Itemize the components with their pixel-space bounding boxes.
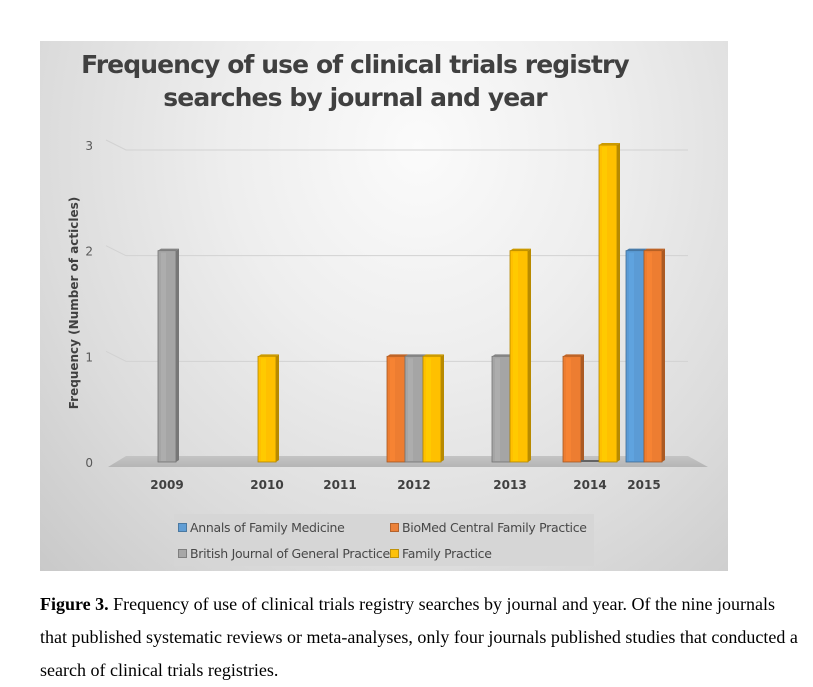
bar-biomed-central-family-practice-2015: [643, 248, 665, 463]
bar-british-journal-of-general-practice-2009: [157, 248, 179, 463]
bar-side: [176, 248, 179, 462]
x-tick-label: 2015: [627, 478, 660, 492]
bar-front: [491, 355, 511, 463]
y-tick-label: 1: [85, 350, 93, 364]
bar-side: [276, 354, 279, 462]
y-tick-label: 0: [85, 456, 93, 470]
bar-highlight: [390, 358, 395, 461]
legend-label: Annals of Family Medicine: [190, 520, 345, 535]
x-tick-label: 2010: [250, 478, 283, 492]
bar-top: [510, 248, 531, 251]
bar-highlight: [513, 252, 518, 461]
legend-swatch-bjgp: [178, 549, 187, 558]
bar-side: [617, 143, 620, 462]
bar-top: [644, 248, 665, 251]
bar-top: [423, 354, 444, 357]
bar-front: [386, 355, 406, 463]
legend-label: Family Practice: [402, 546, 492, 561]
legend-item-annals: Annals of Family Medicine: [178, 520, 345, 535]
legend: Annals of Family Medicine BioMed Central…: [174, 514, 594, 566]
bar-side: [581, 354, 584, 462]
bar-highlight: [408, 358, 413, 461]
bar-front: [581, 460, 599, 462]
x-tick-label: 2012: [397, 478, 430, 492]
bar-side: [441, 354, 444, 462]
bar-top: [158, 248, 179, 251]
bar-highlight: [161, 252, 166, 461]
bar-biomed-central-family-practice-2014: [562, 354, 584, 463]
bar-highlight: [602, 147, 607, 461]
bar-front: [257, 355, 277, 463]
bar-front: [598, 144, 618, 463]
bar-top: [387, 354, 408, 357]
bar-front: [157, 250, 177, 463]
bar-highlight: [647, 252, 652, 461]
bar-front: [404, 355, 424, 463]
bar-top: [492, 354, 513, 357]
x-tick-label: 2013: [493, 478, 526, 492]
bar-top: [258, 354, 279, 357]
legend-item-biomed: BioMed Central Family Practice: [390, 520, 587, 535]
legend-swatch-annals: [178, 523, 187, 532]
bar-front: [643, 250, 663, 463]
bar-top: [405, 354, 426, 357]
x-tick-label: 2009: [150, 478, 183, 492]
bar-family-practice-2010: [257, 354, 279, 463]
bar-family-practice-2013: [509, 248, 531, 463]
bar-front: [562, 355, 582, 463]
x-tick-label: 2011: [323, 478, 356, 492]
bar-front: [625, 250, 645, 463]
y-tick-label: 3: [85, 139, 93, 153]
bar-highlight: [261, 358, 266, 461]
bar-front: [422, 355, 442, 463]
bar-family-practice-2012: [422, 354, 444, 463]
chart-title-line-2: searches by journal and year: [163, 83, 547, 112]
bar-front: [509, 250, 529, 463]
x-tick-label: 2014: [573, 478, 606, 492]
bar-highlight: [426, 358, 431, 461]
gridline: [105, 139, 688, 151]
bar-top: [599, 143, 620, 145]
legend-item-family-practice: Family Practice: [390, 546, 492, 561]
chart-title: Frequency of use of clinical trials regi…: [40, 48, 670, 114]
figure-label: Figure 3.: [40, 594, 109, 614]
legend-label: British Journal of General Practice: [190, 546, 390, 561]
bar-british-journal-of-general-practice-2014: [581, 460, 599, 462]
chart-title-line-1: Frequency of use of clinical trials regi…: [81, 50, 630, 79]
bar-highlight: [566, 358, 571, 461]
bar-highlight: [495, 358, 500, 461]
figure-caption-text: Frequency of use of clinical trials regi…: [40, 594, 798, 680]
legend-label: BioMed Central Family Practice: [402, 520, 587, 535]
bar-family-practice-2014: [598, 143, 620, 463]
legend-swatch-biomed: [390, 523, 399, 532]
legend-item-bjgp: British Journal of General Practice: [178, 546, 390, 561]
bar-top: [626, 248, 647, 251]
bar-side: [662, 248, 665, 462]
figure-caption: Figure 3. Frequency of use of clinical t…: [40, 588, 800, 687]
bar-side: [528, 248, 531, 462]
gridline: [105, 245, 688, 257]
y-tick-label: 2: [85, 245, 93, 259]
bar-highlight: [629, 252, 634, 461]
y-axis-label: Frequency (Number of acticles): [67, 197, 81, 410]
legend-swatch-family-practice: [390, 549, 399, 558]
bar-top: [563, 354, 584, 357]
